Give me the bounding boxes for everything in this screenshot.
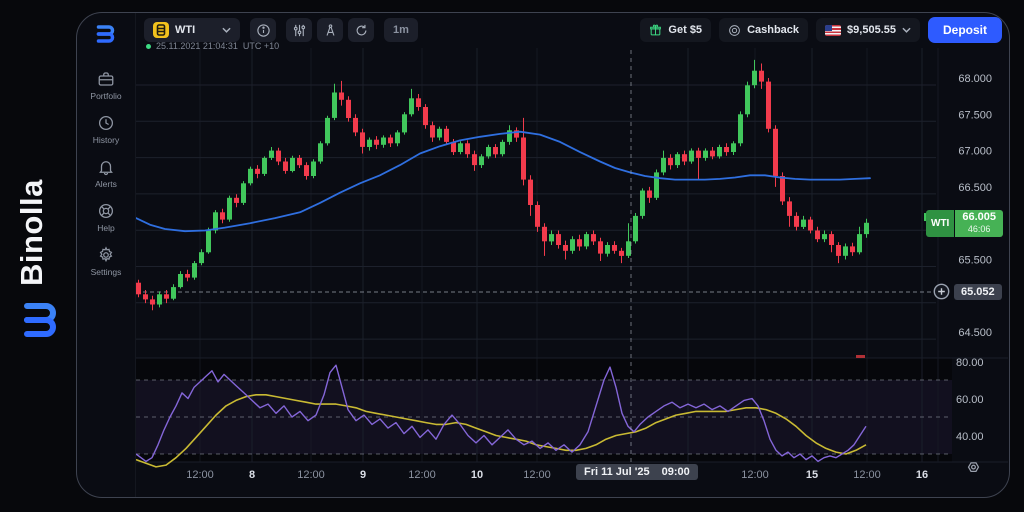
coin-icon [729, 24, 740, 36]
brand-name: Binolla [14, 179, 49, 287]
refresh-icon [356, 24, 366, 35]
chevron-down-icon [222, 27, 231, 33]
topbar: WTI [136, 14, 1008, 46]
price-badge-countdown: 46:06 [967, 224, 991, 234]
compass-icon [326, 23, 334, 36]
sidebar-item-history[interactable]: History [93, 114, 119, 145]
sidebar-item-label: Settings [90, 267, 122, 277]
sidebar-item-settings[interactable]: Settings [90, 246, 122, 277]
balance-amount: $9,505.55 [847, 24, 896, 36]
layout-refresh-button[interactable] [348, 18, 374, 42]
crosshair-date: Fri 11 Jul '25 [584, 466, 650, 478]
crosshair-time: 09:00 [661, 466, 690, 478]
balance-selector[interactable]: $9,505.55 [816, 18, 920, 42]
sidebar-item-label: Help [97, 223, 115, 233]
circle-plus-icon[interactable] [933, 283, 950, 300]
sliders-icon [293, 24, 305, 36]
clock-icon [98, 115, 113, 131]
chart-tools [286, 18, 374, 42]
get-bonus-label: Get $5 [668, 24, 703, 36]
price-badge-value: 66.005 [962, 211, 996, 223]
sidebar-item-label: Portfolio [90, 91, 122, 101]
sidebar-item-alerts[interactable]: Alerts [95, 158, 117, 189]
info-button[interactable] [250, 18, 276, 42]
asset-selector[interactable]: WTI [144, 18, 240, 42]
cashback-label: Cashback [747, 24, 800, 36]
timeframe-button[interactable]: 1m [384, 18, 418, 42]
utc-offset: UTC +10 [242, 41, 280, 51]
get-bonus-button[interactable]: Get $5 [640, 18, 712, 42]
topbar-left: WTI [144, 18, 418, 42]
info-icon [256, 23, 270, 37]
current-price-badge: WTI 66.005 46:06 [926, 210, 1003, 237]
deposit-button[interactable]: Deposit [927, 17, 1002, 43]
asset-symbol: WTI [175, 24, 196, 36]
indicators-button[interactable] [286, 18, 312, 42]
crosshair-time-badge: Fri 11 Jul '25 09:00 [576, 464, 698, 480]
alert-price-value: 65.052 [954, 283, 1002, 300]
topbar-right: Get $5 Cashback $9,505.55 Deposit [640, 17, 1002, 43]
binolla-mark-icon[interactable] [95, 23, 117, 45]
sidebar-item-label: Alerts [95, 179, 117, 189]
us-flag-icon [825, 24, 842, 36]
chart-settings-button[interactable] [965, 460, 982, 480]
alert-price-line-badge[interactable]: 65.052 [933, 283, 1002, 300]
briefcase-icon [98, 72, 114, 86]
gift-icon [650, 24, 662, 35]
settings-gear-icon [967, 462, 980, 472]
bell-icon [99, 161, 113, 176]
sidebar: Portfolio History Alerts Help [77, 13, 136, 497]
chart-timestamp: 25.11.2021 21:04:31 UTC +10 [146, 41, 279, 51]
deposit-label: Deposit [942, 23, 987, 37]
sidebar-item-label: History [92, 135, 120, 145]
trading-app-window [76, 12, 1010, 498]
timestamp-text: 25.11.2021 21:04:31 [156, 41, 238, 51]
timeframe-label: 1m [393, 24, 409, 36]
live-dot-icon [146, 43, 151, 49]
oil-barrel-icon [153, 22, 169, 38]
chevron-down-icon [902, 27, 911, 33]
price-badge-symbol: WTI [926, 210, 955, 237]
sidebar-item-portfolio[interactable]: Portfolio [90, 70, 122, 101]
lifebuoy-icon [98, 203, 114, 219]
binolla-logo-icon [24, 303, 56, 337]
drawing-tools-button[interactable] [317, 18, 343, 42]
sidebar-item-help[interactable]: Help [97, 202, 115, 233]
cashback-button[interactable]: Cashback [719, 18, 809, 42]
gear-icon [99, 246, 113, 263]
